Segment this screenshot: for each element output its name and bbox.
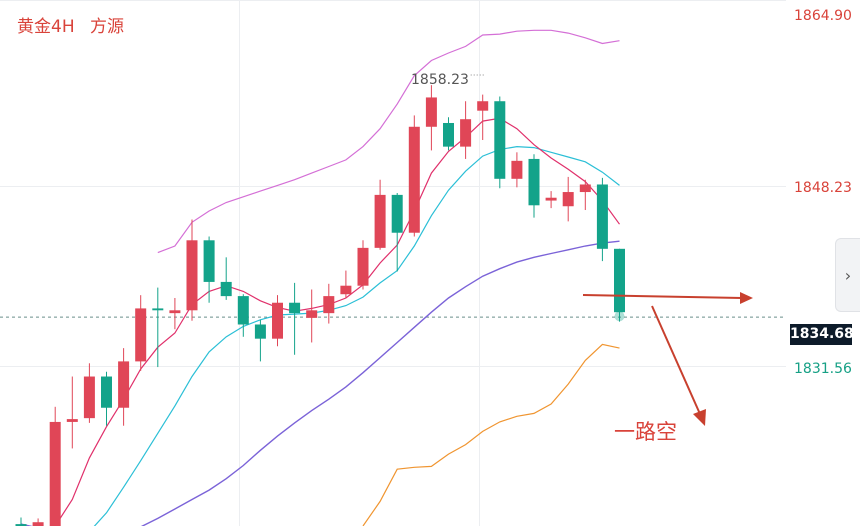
candle-body: [32, 522, 44, 526]
last-price-marker: [614, 311, 625, 322]
candle-body: [272, 302, 283, 339]
candles: [15, 85, 625, 528]
candle-body: [511, 160, 523, 179]
horizontal-arrowhead: [740, 292, 753, 304]
candle-body: [374, 194, 386, 248]
candle-body: [289, 302, 301, 314]
candle-body: [323, 296, 335, 314]
trade-note: 一路空: [614, 420, 677, 444]
candle-body: [66, 419, 78, 422]
source-label: 方源: [90, 17, 125, 37]
candle-body: [101, 376, 112, 408]
candle-body: [408, 126, 420, 233]
candle-body: [477, 101, 489, 111]
down-arrowhead: [693, 409, 706, 426]
grid: [0, 0, 787, 526]
candle-body: [391, 194, 403, 233]
ma-slow-line: [20, 240, 620, 530]
candle-body: [15, 524, 27, 526]
price-tick-low: 1831.56: [794, 361, 852, 377]
candle-body: [528, 158, 540, 206]
candle-body: [306, 310, 318, 318]
annotation-arrows: [470, 74, 753, 426]
candle-body: [49, 421, 61, 526]
band-lower-line: [362, 343, 620, 527]
candle-body: [562, 192, 574, 207]
expand-panel-button[interactable]: ›: [835, 238, 860, 312]
candle-body: [460, 119, 472, 147]
candle-body: [83, 376, 95, 419]
candle-body: [186, 240, 198, 311]
candle-body: [340, 285, 352, 295]
candle-body: [596, 184, 608, 249]
candle-body: [579, 184, 591, 193]
candle-body: [237, 296, 249, 325]
horizontal-arrow-line: [582, 294, 743, 299]
candle-body: [614, 248, 625, 313]
candle-body: [118, 361, 130, 408]
bollinger-bands: [157, 29, 620, 527]
current-price-tag: 1834.68: [790, 324, 854, 345]
symbol-label: 黄金4H: [17, 17, 75, 37]
chevron-right-icon: ›: [844, 265, 852, 285]
price-tick-mid: 1848.23: [794, 180, 852, 196]
candle-body: [203, 240, 215, 282]
candle-body: [425, 97, 437, 127]
price-tick-top: 1864.90: [794, 8, 852, 24]
candle-body: [545, 197, 557, 201]
candle-body: [357, 247, 369, 286]
ma-fast-line: [54, 117, 620, 527]
candle-body: [494, 101, 506, 179]
candle-body: [443, 122, 454, 147]
candle-body: [169, 310, 181, 314]
down-arrow-line: [651, 305, 701, 415]
moving-averages: [20, 117, 620, 530]
candle-body: [220, 281, 232, 297]
candle-body: [135, 308, 147, 362]
peak-price-label: 1858.23: [411, 72, 469, 88]
band-upper-line: [157, 29, 620, 254]
candle-body: [152, 308, 164, 311]
chart-title: 黄金4H 方源: [17, 12, 124, 37]
ma-mid-line: [90, 145, 620, 530]
candle-body: [254, 324, 266, 339]
